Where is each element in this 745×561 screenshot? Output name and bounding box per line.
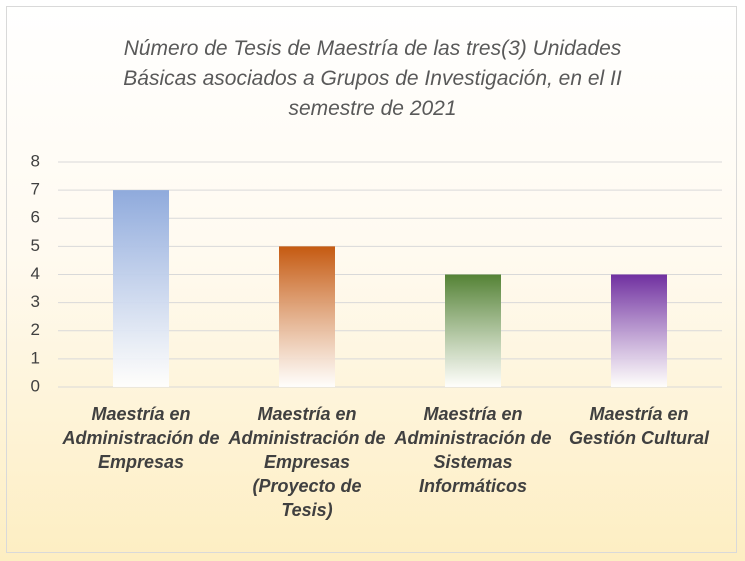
x-tick-label: Maestría en Administración de Empresas (… <box>228 404 386 520</box>
bar <box>611 274 667 387</box>
y-tick-label: 6 <box>31 208 40 227</box>
bar <box>113 190 169 387</box>
y-tick-label: 0 <box>31 376 40 395</box>
chart-title: Número de Tesis de Maestría de las tres(… <box>123 37 622 120</box>
x-tick-label: Maestría en Administración de Empresas <box>62 404 220 472</box>
x-tick-label: Maestría en Administración de Sistemas I… <box>394 404 552 496</box>
bar <box>445 274 501 387</box>
chart-border <box>6 6 737 553</box>
x-tick-label: Maestría en Gestión Cultural <box>568 404 709 448</box>
y-tick-label: 8 <box>31 151 40 170</box>
bar <box>279 246 335 387</box>
y-tick-label: 5 <box>31 236 40 255</box>
y-tick-label: 2 <box>31 320 40 339</box>
y-tick-label: 3 <box>31 292 40 311</box>
y-tick-label: 1 <box>31 348 40 367</box>
y-tick-label: 4 <box>31 264 40 283</box>
y-tick-label: 7 <box>31 180 40 199</box>
